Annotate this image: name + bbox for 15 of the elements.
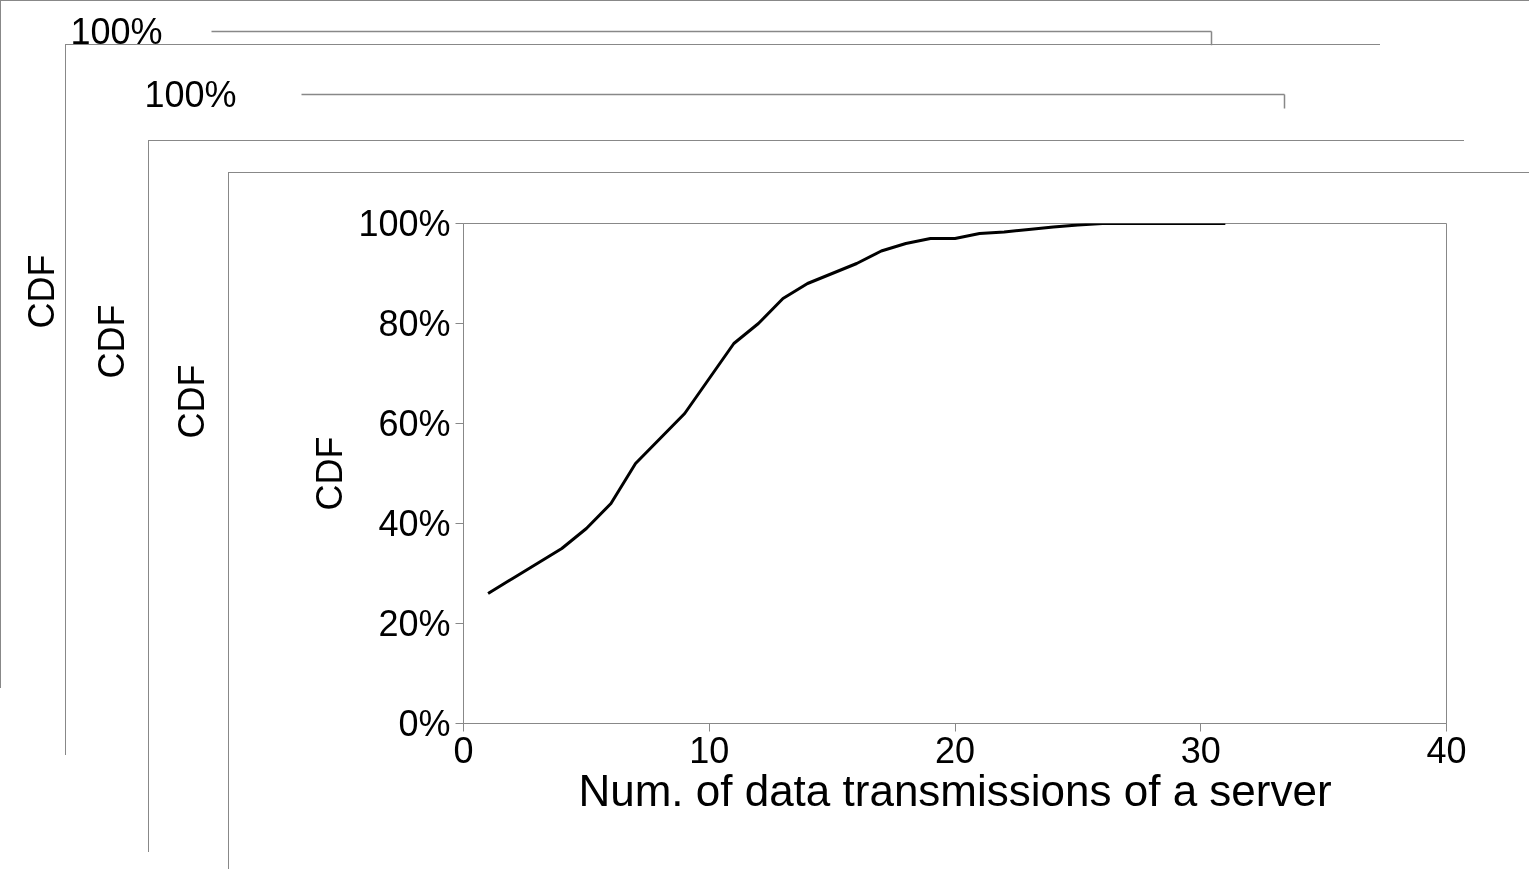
x-tick-label: 0 [453, 729, 474, 771]
text: 100% [144, 74, 237, 115]
text: CDF [91, 304, 132, 379]
y-axis-title: CDF [309, 436, 351, 511]
y-tick-label: 0% [398, 703, 451, 744]
text: CDF [171, 364, 212, 439]
y-tick-label: 80% [378, 303, 451, 344]
y-tick-label: 40% [378, 503, 451, 544]
text: CDF [21, 254, 62, 329]
x-tick-label: 40 [1426, 729, 1467, 771]
line-series [486, 223, 1227, 595]
text: 100% [70, 11, 163, 52]
y-tick-label: 100% [358, 203, 451, 244]
y-tick-label: 60% [378, 403, 451, 444]
y-tick-label: 20% [378, 603, 451, 644]
